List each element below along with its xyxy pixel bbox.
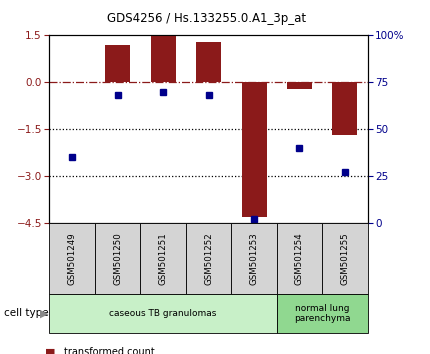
Bar	[140, 223, 186, 294]
Text: GSM501249: GSM501249	[68, 232, 77, 285]
Text: GDS4256 / Hs.133255.0.A1_3p_at: GDS4256 / Hs.133255.0.A1_3p_at	[107, 12, 306, 25]
Text: ■: ■	[45, 347, 55, 354]
Text: GSM501253: GSM501253	[249, 232, 258, 285]
Bar	[322, 223, 368, 294]
Bar	[277, 223, 322, 294]
Bar	[105, 45, 130, 82]
Text: cell type: cell type	[4, 308, 49, 318]
Text: transformed count: transformed count	[64, 347, 155, 354]
Text: GSM501252: GSM501252	[204, 232, 213, 285]
Bar	[196, 42, 221, 82]
Text: GSM501255: GSM501255	[341, 232, 350, 285]
Bar	[95, 223, 140, 294]
Text: caseous TB granulomas: caseous TB granulomas	[109, 309, 217, 318]
Bar	[332, 82, 357, 136]
Bar	[231, 223, 277, 294]
Text: GSM501254: GSM501254	[295, 232, 304, 285]
Bar	[49, 223, 95, 294]
Text: normal lung
parenchyma: normal lung parenchyma	[294, 304, 350, 323]
Text: ▶: ▶	[40, 308, 49, 318]
Text: GSM501250: GSM501250	[113, 232, 122, 285]
Bar	[49, 294, 277, 333]
Bar	[287, 82, 312, 88]
Bar	[150, 35, 175, 82]
Text: GSM501251: GSM501251	[159, 232, 168, 285]
Bar	[277, 294, 368, 333]
Bar	[242, 82, 267, 217]
Bar	[186, 223, 231, 294]
